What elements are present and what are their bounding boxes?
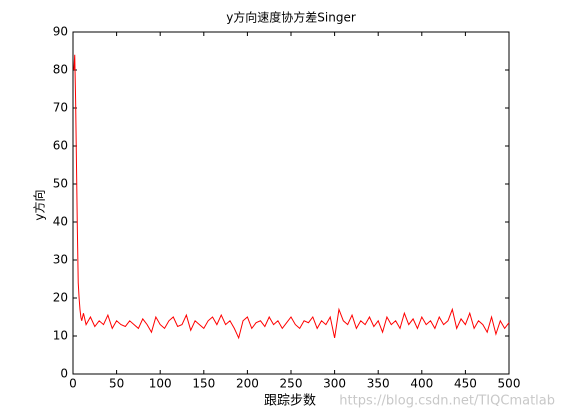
y-tick-label: 20 — [53, 291, 68, 305]
y-tick-label: 10 — [53, 329, 68, 343]
y-tick-label: 30 — [53, 253, 68, 267]
x-axis-label: 跟踪步数 — [264, 394, 316, 409]
y-axis-label: y方向 — [32, 189, 47, 220]
data-line — [73, 54, 510, 340]
y-tick-label: 60 — [53, 139, 68, 153]
chart-title: y方向速度协方差Singer — [226, 10, 356, 25]
x-tick-label: 100 — [149, 377, 172, 391]
y-tick-label: 80 — [53, 63, 68, 77]
x-tick-label: 450 — [454, 377, 477, 391]
y-tick-label: 50 — [53, 177, 68, 191]
y-tick-label: 40 — [53, 215, 68, 229]
x-tick-label: 500 — [498, 377, 521, 391]
x-tick-label: 350 — [367, 377, 390, 391]
x-tick-label: 0 — [69, 377, 77, 391]
y-tick-label: 0 — [60, 367, 68, 381]
y-tick-label: 90 — [53, 25, 68, 39]
x-tick-label: 300 — [323, 377, 346, 391]
watermark: https://blog.csdn.net/TIQCmatlab — [339, 394, 555, 409]
x-tick-label: 250 — [280, 377, 303, 391]
x-tick-label: 400 — [410, 377, 433, 391]
x-tick-label: 150 — [192, 377, 215, 391]
x-tick-label: 50 — [109, 377, 124, 391]
x-tick-label: 200 — [236, 377, 259, 391]
y-tick-label: 70 — [53, 101, 68, 115]
